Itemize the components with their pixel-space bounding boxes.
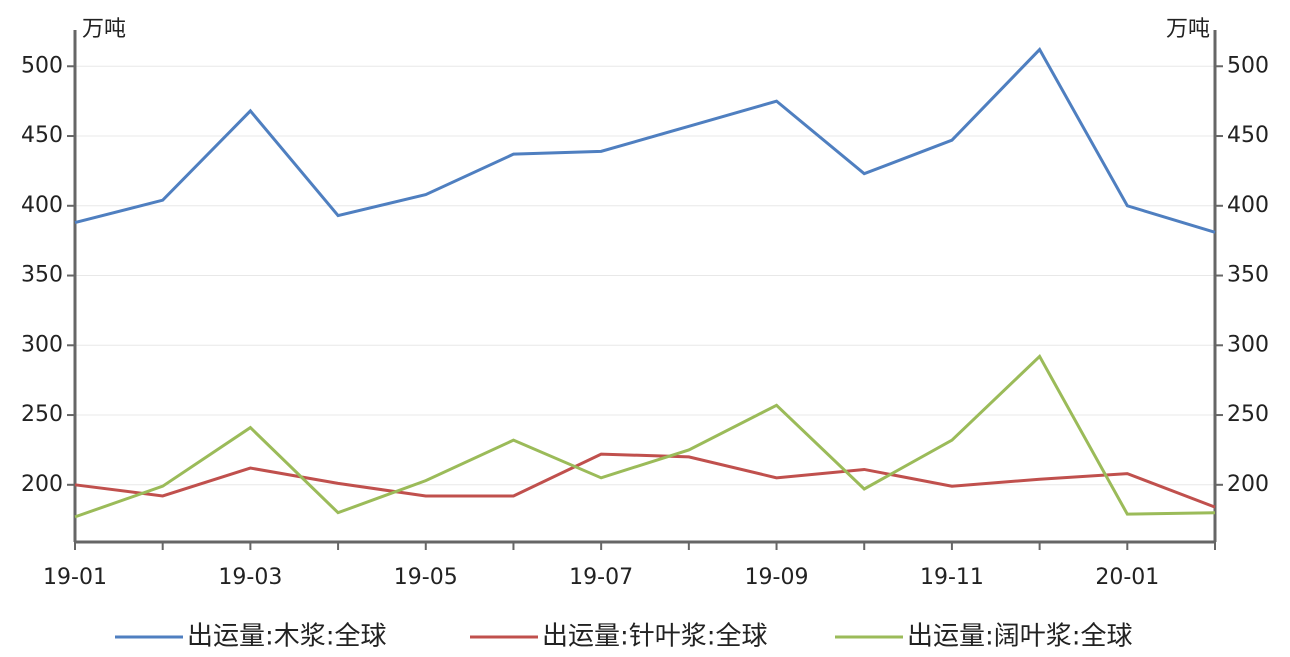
y-tick-label: 450 — [21, 123, 63, 148]
y2-tick-label: 300 — [1227, 332, 1269, 357]
y2-tick-label: 400 — [1227, 193, 1269, 218]
y-tick-label: 300 — [21, 332, 63, 357]
y2-tick-label: 350 — [1227, 263, 1269, 288]
y2-unit-label: 万吨 — [1166, 17, 1210, 42]
y-unit-label: 万吨 — [82, 17, 126, 42]
y-tick-label: 400 — [21, 193, 63, 218]
y2-tick-label: 200 — [1227, 472, 1269, 497]
x-tick-label: 20-01 — [1095, 565, 1159, 590]
series-line — [74, 452, 1216, 509]
legend-label: 出运量:阔叶浆:全球 — [907, 622, 1133, 652]
x-tick-label: 19-07 — [569, 565, 633, 590]
x-tick-label: 19-01 — [43, 565, 107, 590]
y2-tick-label: 450 — [1227, 123, 1269, 148]
series-line — [74, 47, 1216, 234]
y-tick-label: 250 — [21, 402, 63, 427]
y2-tick-label: 250 — [1227, 402, 1269, 427]
legend-label: 出运量:木浆:全球 — [187, 622, 387, 652]
x-tick-label: 19-03 — [218, 565, 282, 590]
x-tick-label: 19-09 — [745, 565, 809, 590]
y-tick-label: 350 — [21, 263, 63, 288]
x-tick-label: 19-11 — [920, 565, 984, 590]
legend-label: 出运量:针叶浆:全球 — [542, 622, 768, 652]
series-line — [74, 354, 1216, 519]
y-tick-label: 200 — [21, 472, 63, 497]
x-tick-label: 19-05 — [394, 565, 458, 590]
y-tick-label: 500 — [21, 53, 63, 78]
y2-tick-label: 500 — [1227, 53, 1269, 78]
